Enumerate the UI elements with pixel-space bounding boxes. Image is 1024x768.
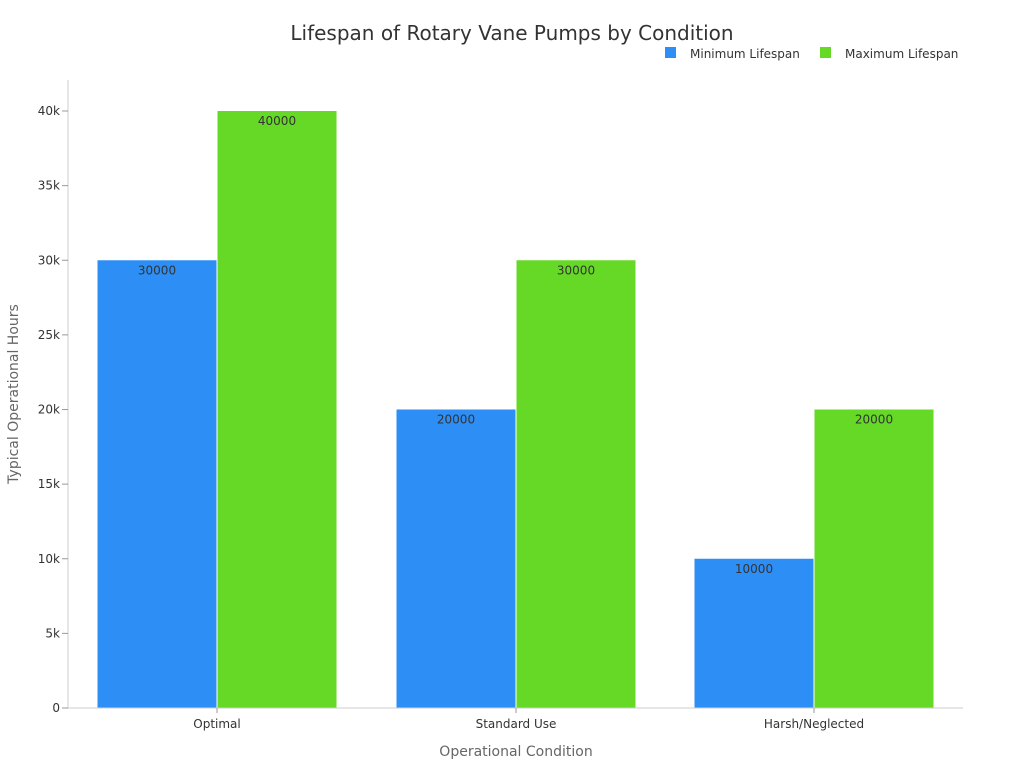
value-label-harsh-neglected-minimum: 10000	[735, 562, 773, 576]
x-tick-label: Optimal	[193, 717, 240, 731]
legend-label-minimum: Minimum Lifespan	[690, 47, 800, 61]
value-label-optimal-maximum: 40000	[258, 114, 296, 128]
bar-harsh-neglected-minimum	[694, 558, 814, 708]
bar-optimal-minimum	[97, 260, 217, 708]
y-axis-ticks: 0 5k 10k 15k 20k 25k 30k 35k 40k	[38, 104, 68, 715]
bar-standard-use-minimum	[396, 409, 516, 708]
x-axis-ticks: Optimal Standard Use Harsh/Neglected	[193, 708, 864, 731]
x-tick-label: Harsh/Neglected	[764, 717, 864, 731]
x-axis-title: Operational Condition	[439, 744, 592, 760]
bars-layer	[97, 111, 934, 708]
y-tick-label: 0	[52, 701, 60, 715]
y-axis-title: Typical Operational Hours	[6, 304, 22, 485]
bar-optimal-maximum	[217, 111, 337, 708]
y-tick-label: 40k	[38, 104, 60, 118]
y-tick-label: 5k	[45, 626, 60, 640]
value-label-optimal-minimum: 30000	[138, 263, 176, 277]
value-label-harsh-neglected-maximum: 20000	[855, 413, 893, 427]
legend-swatch-minimum	[665, 47, 676, 58]
legend-swatch-maximum	[820, 47, 831, 58]
value-label-standard-use-minimum: 20000	[437, 413, 475, 427]
x-tick-label: Standard Use	[476, 717, 557, 731]
bar-harsh-neglected-maximum	[814, 409, 934, 708]
y-tick-label: 20k	[38, 403, 60, 417]
legend-label-maximum: Maximum Lifespan	[845, 47, 958, 61]
bar-standard-use-maximum	[516, 260, 636, 708]
value-label-standard-use-maximum: 30000	[557, 263, 595, 277]
y-tick-label: 10k	[38, 552, 60, 566]
value-labels-layer: 30000 40000 20000 30000 10000 20000	[138, 114, 893, 576]
legend: Minimum Lifespan Maximum Lifespan	[665, 47, 958, 61]
chart-title: Lifespan of Rotary Vane Pumps by Conditi…	[290, 21, 733, 45]
y-tick-label: 30k	[38, 253, 60, 267]
y-tick-label: 35k	[38, 179, 60, 193]
y-tick-label: 15k	[38, 477, 60, 491]
y-tick-label: 25k	[38, 328, 60, 342]
